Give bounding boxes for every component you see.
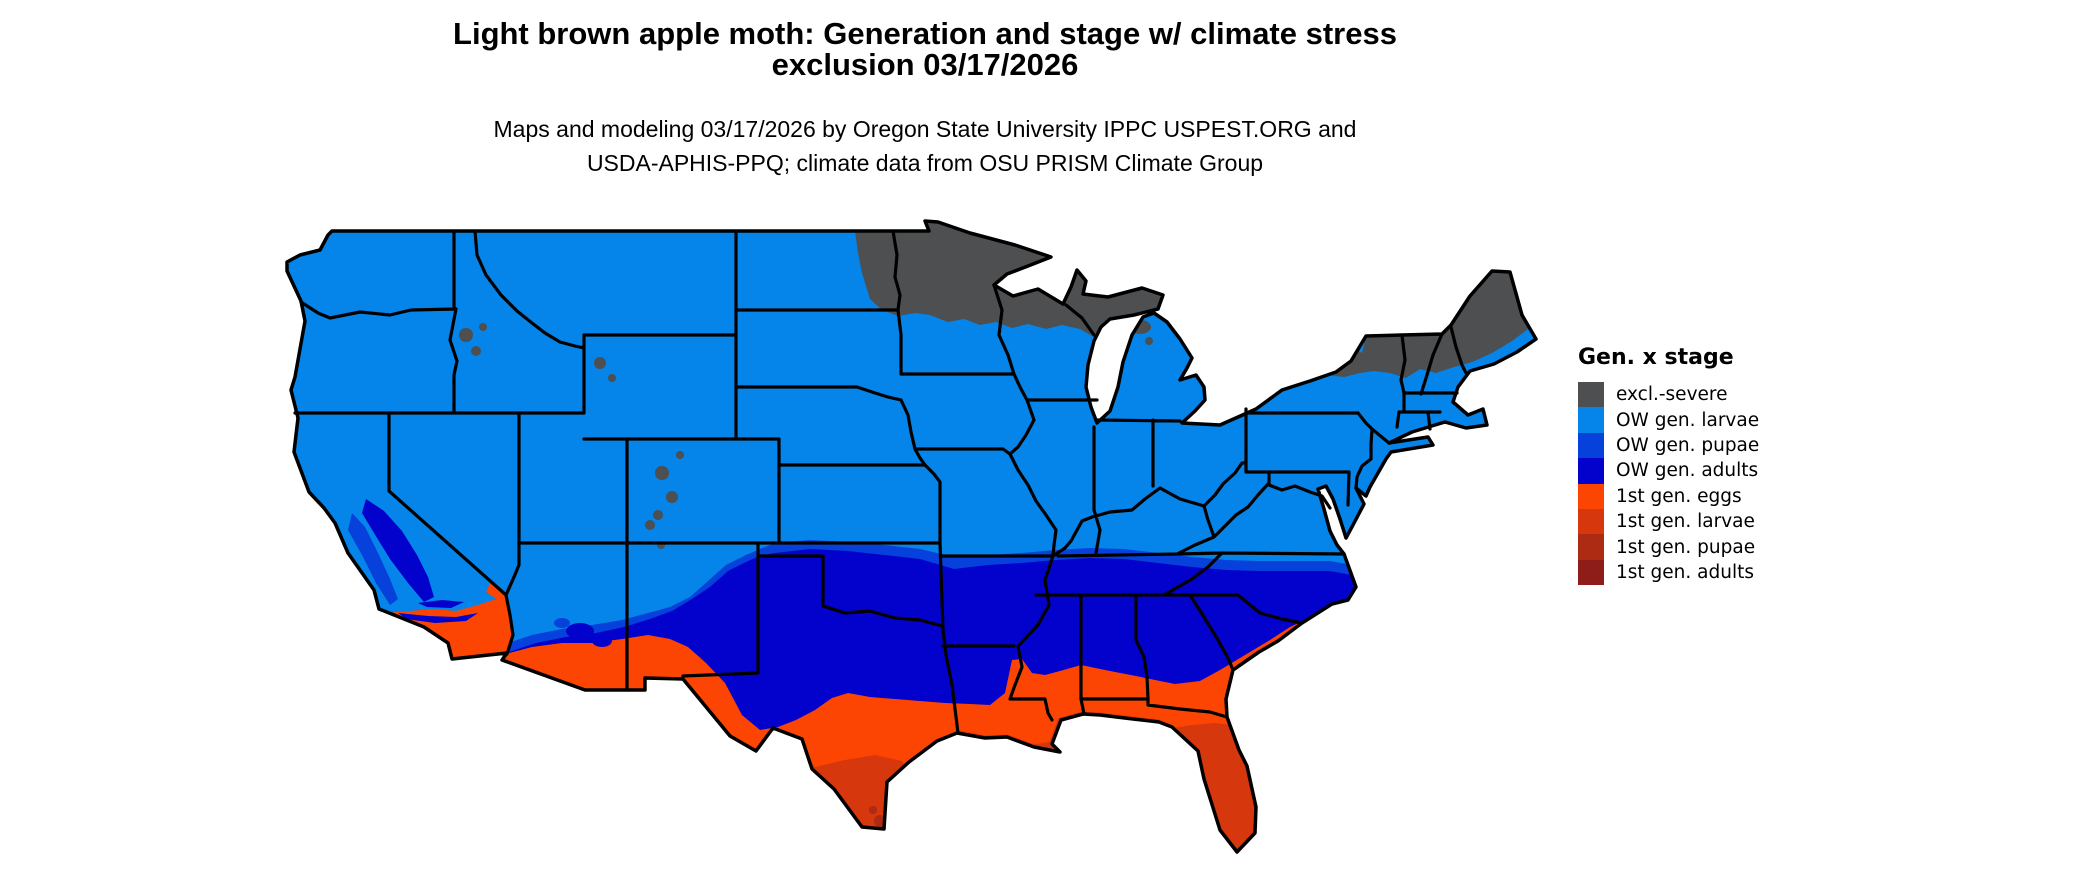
legend-swatch-1st-larvae <box>1578 508 1604 535</box>
legend-label-1st-pupae: 1st gen. pupae <box>1616 536 1756 558</box>
legend-label-excl-severe: excl.-severe <box>1616 384 1728 406</box>
legend-label-1st-eggs: 1st gen. eggs <box>1616 485 1742 507</box>
map-title: Light brown apple moth: Generation and s… <box>0 18 1850 80</box>
map-isle-royale <box>1019 252 1035 258</box>
legend-swatch-ow-adults <box>1578 458 1604 484</box>
legend-item-1st-eggs: 1st gen. eggs <box>1578 483 1818 509</box>
legend: Gen. x stage excl.-severe OW gen. larvae… <box>1578 345 1818 586</box>
map-region-az-mogollon-1 <box>566 623 594 639</box>
legend-label-ow-larvae: OW gen. larvae <box>1616 409 1760 431</box>
map-region-ca-central-valley <box>348 513 398 605</box>
map-title-line2: exclusion 03/17/2026 <box>771 47 1079 82</box>
legend-item-1st-larvae: 1st gen. larvae <box>1578 508 1818 535</box>
map-region-az-mogollon-2 <box>592 635 612 647</box>
us-map <box>270 215 1540 875</box>
legend-item-ow-pupae: OW gen. pupae <box>1578 432 1818 459</box>
legend-label-1st-adults: 1st gen. adults <box>1616 561 1754 583</box>
map-region-1st-pupae-specks <box>869 806 1240 852</box>
legend-label-ow-adults: OW gen. adults <box>1616 460 1759 482</box>
legend-items: excl.-severe OW gen. larvae OW gen. pupa… <box>1578 382 1818 586</box>
legend-item-ow-larvae: OW gen. larvae <box>1578 407 1818 433</box>
legend-label-1st-larvae: 1st gen. larvae <box>1616 511 1755 533</box>
us-map-svg <box>285 219 1538 854</box>
legend-swatch-ow-pupae <box>1578 432 1604 459</box>
map-region-az-mogollon-3 <box>554 618 570 628</box>
legend-swatch-ow-larvae <box>1578 407 1604 433</box>
legend-item-ow-adults: OW gen. adults <box>1578 458 1818 484</box>
map-region-ca-socal-mountains-1 <box>398 613 478 623</box>
legend-swatch-1st-pupae <box>1578 534 1604 560</box>
map-region-southern-nevada <box>486 583 506 602</box>
map-region-ca-sierra-nevada <box>362 499 434 602</box>
map-subtitle: Maps and modeling 03/17/2026 by Oregon S… <box>0 112 1850 180</box>
map-region-ca-socal-deserts <box>385 595 513 659</box>
legend-item-1st-pupae: 1st gen. pupae <box>1578 534 1818 560</box>
map-title-line1: Light brown apple moth: Generation and s… <box>453 16 1397 51</box>
map-region-excl-severe-north <box>855 221 1163 337</box>
legend-item-1st-adults: 1st gen. adults <box>1578 559 1818 586</box>
state-borders <box>293 229 1468 735</box>
legend-swatch-excl-severe <box>1578 382 1604 408</box>
map-region-1st-larvae-florida <box>1168 723 1258 852</box>
map-subtitle-line2: USDA-APHIS-PPQ; climate data from OSU PR… <box>586 150 1264 176</box>
legend-swatch-1st-adults <box>1578 559 1604 586</box>
legend-swatch-1st-eggs <box>1578 483 1604 509</box>
map-subtitle-line1: Maps and modeling 03/17/2026 by Oregon S… <box>493 116 1357 142</box>
map-region-ca-socal-mountains-2 <box>418 600 464 608</box>
legend-label-ow-pupae: OW gen. pupae <box>1616 434 1760 456</box>
legend-item-excl-severe: excl.-severe <box>1578 382 1818 408</box>
legend-title: Gen. x stage <box>1578 345 1734 370</box>
